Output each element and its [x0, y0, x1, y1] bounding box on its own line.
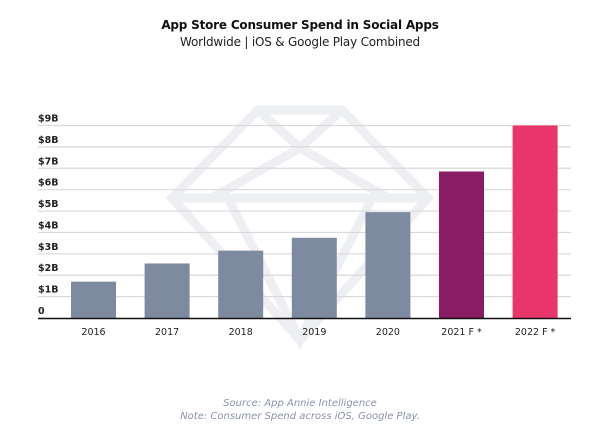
x-tick-label: 2017 [155, 327, 179, 338]
y-tick-label: $9B [38, 114, 58, 125]
footnote: Note: Consumer Spend across iOS, Google … [180, 411, 420, 422]
y-tick-label: $7B [38, 156, 58, 167]
bar-2016 [71, 281, 116, 318]
y-tick-label: $5B [38, 199, 58, 210]
bar-2020 [365, 212, 411, 318]
x-tick-label: 2016 [81, 327, 105, 338]
x-tick-label: 2021 F * [441, 327, 482, 338]
chart-subtitle: Worldwide | iOS & Google Play Combined [180, 35, 420, 49]
y-axis-ticks: 0 $1B $2B $3B $4B $5B $6B $7B $8B $9B [38, 114, 58, 318]
x-tick-label: 2022 F * [515, 327, 556, 338]
y-tick-label: 0 [38, 306, 45, 317]
y-tick-label: $3B [38, 242, 58, 253]
y-tick-label: $6B [38, 178, 58, 189]
watermark-diamond-icon [165, 105, 435, 350]
y-tick-label: $2B [38, 263, 58, 274]
bar-2019 [291, 237, 337, 318]
bars [71, 125, 558, 318]
y-tick-label: $1B [38, 285, 58, 296]
x-tick-label: 2019 [302, 327, 326, 338]
y-tick-label: $4B [38, 220, 58, 231]
chart-title: App Store Consumer Spend in Social Apps [161, 18, 439, 32]
bar-2017 [144, 263, 190, 318]
x-tick-label: 2018 [229, 327, 253, 338]
bar-2021-f [439, 171, 484, 318]
bar-2022-f [512, 125, 558, 318]
source-note: Source: App Annie Intelligence [223, 398, 377, 409]
x-tick-label: 2020 [376, 327, 400, 338]
x-axis-ticks: 2016 2017 2018 2019 2020 2021 F * 2022 F * [81, 327, 555, 338]
y-tick-label: $8B [38, 135, 58, 146]
bar-2018 [218, 250, 264, 318]
